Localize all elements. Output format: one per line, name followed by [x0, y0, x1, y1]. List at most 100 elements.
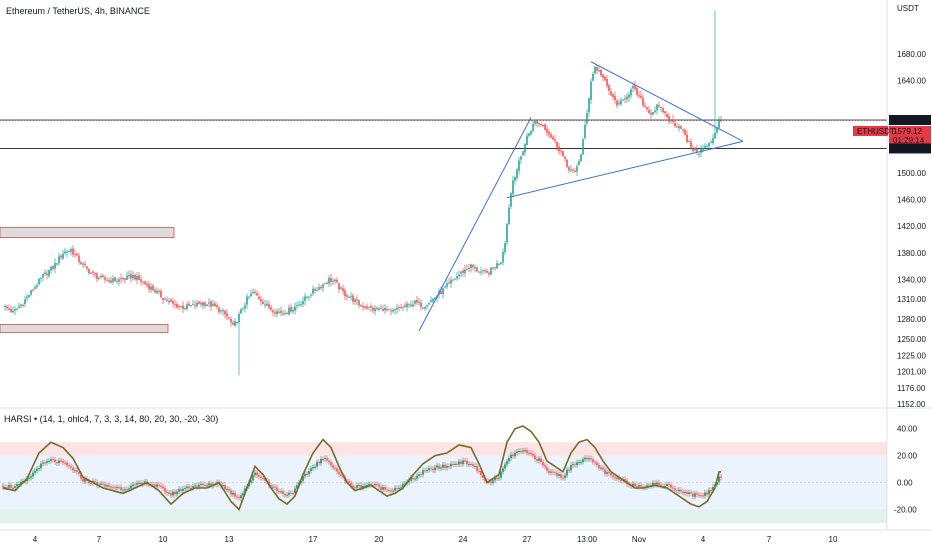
candle-body — [514, 176, 516, 181]
harsi-body — [690, 492, 692, 494]
harsi-body — [352, 485, 354, 488]
candle-body — [342, 288, 344, 292]
candle-body — [30, 290, 32, 295]
harsi-body — [712, 486, 714, 491]
harsi-body — [462, 460, 464, 465]
price-tick-label: 1380.00 — [897, 249, 926, 258]
candle-body — [602, 74, 604, 78]
harsi-body — [50, 459, 52, 461]
candle-body — [698, 153, 700, 155]
candle-body — [344, 290, 346, 296]
harsi-body — [652, 482, 654, 486]
candle-body — [446, 283, 448, 287]
trendline — [506, 140, 744, 199]
harsi-body — [668, 484, 670, 486]
candle-body — [10, 308, 12, 313]
price-tick-label: 1310.00 — [897, 295, 926, 304]
harsi-body — [314, 466, 316, 468]
harsi-body — [342, 475, 344, 477]
candle-body — [476, 267, 478, 272]
candle-body — [564, 156, 566, 160]
harsi-body — [106, 485, 108, 487]
harsi-body — [94, 481, 96, 483]
harsi-line — [2, 425, 721, 511]
candle-body — [666, 114, 668, 118]
candle-body — [536, 119, 538, 124]
candle-body — [130, 274, 132, 279]
harsi-body — [228, 489, 230, 491]
countdown-tag: 01:29:14 — [893, 136, 925, 145]
candle-body — [624, 98, 626, 100]
candle-body — [72, 248, 74, 255]
symbol-tag-bg — [853, 125, 888, 136]
harsi-body — [96, 482, 98, 486]
harsi-body — [334, 467, 336, 469]
candle-body — [544, 124, 546, 130]
candle-body — [622, 99, 624, 101]
harsi-body — [190, 488, 192, 490]
harsi-body — [18, 484, 20, 486]
candle-body — [362, 305, 364, 308]
candle-body — [346, 295, 348, 297]
harsi-body — [376, 484, 378, 486]
harsi-body — [506, 461, 508, 465]
candle-body — [244, 305, 246, 309]
harsi-body — [564, 475, 566, 478]
harsi-body — [440, 467, 442, 469]
harsi-body — [608, 472, 610, 474]
harsi-body — [140, 482, 142, 485]
harsi-body — [390, 490, 392, 492]
candle-body — [388, 308, 390, 310]
harsi-body — [302, 476, 304, 481]
candle-body — [98, 278, 100, 280]
candle-body — [158, 290, 160, 292]
candle-body — [156, 291, 158, 294]
harsi-body — [168, 492, 170, 494]
harsi-body — [696, 493, 698, 495]
harsi-body — [680, 489, 682, 492]
harsi-body — [178, 489, 180, 492]
candle-body — [154, 289, 156, 293]
candle-body — [704, 145, 706, 148]
harsi-body — [618, 477, 620, 480]
candle-body — [340, 287, 342, 289]
candle-body — [214, 303, 216, 307]
harsi-body — [284, 493, 286, 496]
time-tick-label: 4 — [33, 535, 38, 544]
harsi-body — [318, 462, 320, 464]
candle-body — [644, 105, 646, 107]
candle-body — [678, 126, 680, 129]
zone-box-upper — [0, 227, 175, 238]
harsi-body — [552, 471, 554, 473]
candle-body — [326, 282, 328, 284]
harsi-body — [60, 460, 62, 462]
candle-body — [50, 266, 52, 271]
chart-title: Ethereum / TetherUS, 4h, BINANCE — [6, 6, 150, 16]
candle-body — [708, 143, 710, 147]
candle-body — [270, 307, 272, 310]
harsi-body — [52, 459, 54, 461]
candle-body — [546, 128, 548, 133]
harsi-body — [222, 485, 224, 487]
candle-body — [696, 148, 698, 153]
candle-body — [76, 253, 78, 256]
indicator-tick-label: 20.00 — [897, 452, 918, 461]
harsi-body — [676, 490, 678, 492]
harsi-body — [68, 465, 70, 467]
candle-body — [136, 276, 138, 281]
harsi-body — [254, 472, 256, 476]
candle-body — [510, 193, 512, 207]
harsi-body — [186, 486, 188, 489]
harsi-body — [272, 486, 274, 488]
candle-body — [672, 119, 674, 123]
harsi-body — [504, 464, 506, 469]
candle-body — [634, 85, 636, 89]
candle-body — [392, 309, 394, 312]
candle-body — [338, 283, 340, 290]
harsi-body — [542, 461, 544, 466]
candle-body — [192, 304, 194, 306]
harsi-body — [470, 464, 472, 466]
harsi-body — [112, 487, 114, 489]
harsi-body — [312, 466, 314, 469]
